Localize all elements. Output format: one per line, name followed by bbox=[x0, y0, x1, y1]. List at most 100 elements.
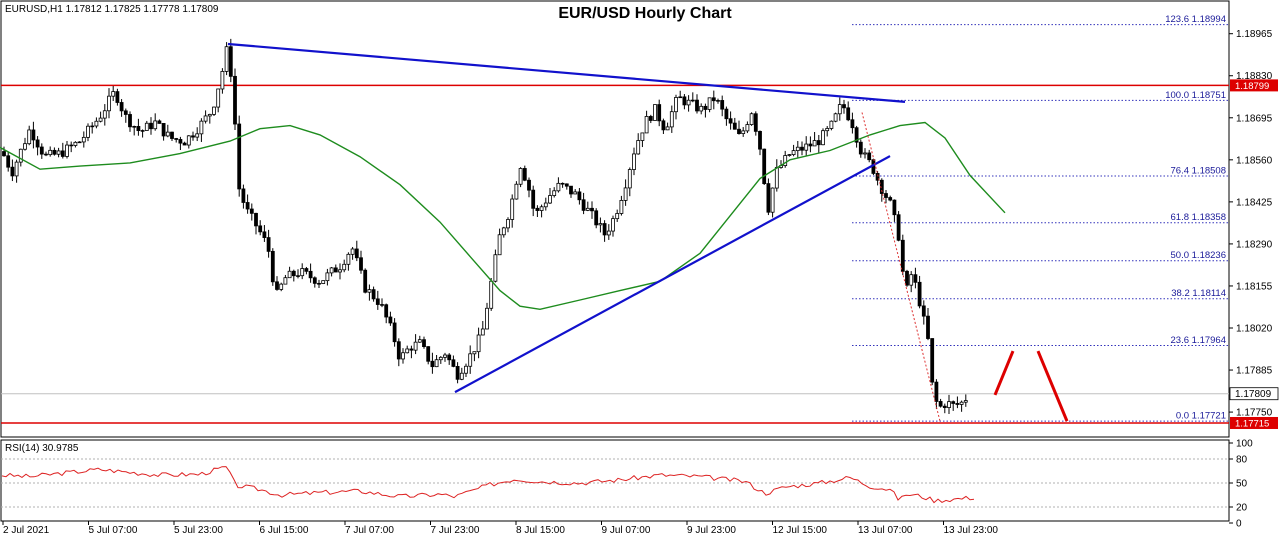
time-tick-label: 2 Jul 2021 bbox=[3, 525, 50, 536]
candle-body bbox=[94, 120, 99, 127]
candle-body bbox=[77, 141, 82, 144]
candle-body bbox=[858, 141, 863, 155]
candle-body bbox=[527, 179, 531, 191]
candle-body bbox=[81, 136, 86, 143]
candle-body bbox=[31, 129, 36, 141]
candle-body bbox=[228, 46, 233, 77]
candle-body bbox=[443, 354, 447, 358]
price-tick-label: 1.18425 bbox=[1236, 197, 1273, 208]
time-tick-label: 9 Jul 07:00 bbox=[602, 525, 651, 536]
forecast-arrow-down bbox=[1036, 350, 1069, 422]
candle-body bbox=[518, 168, 523, 185]
candle-body bbox=[926, 315, 930, 339]
candle-body bbox=[245, 202, 250, 210]
candle-body bbox=[333, 267, 338, 273]
candle-body bbox=[506, 219, 510, 229]
candle-body bbox=[682, 96, 687, 106]
candle-body bbox=[888, 197, 893, 201]
rsi-tick-label: 0 bbox=[1236, 519, 1242, 530]
candle-body bbox=[123, 110, 128, 115]
candle-body bbox=[829, 120, 834, 129]
candle-body bbox=[766, 183, 771, 213]
candle-body bbox=[892, 199, 897, 216]
candle-body bbox=[812, 140, 817, 147]
candle-body bbox=[468, 353, 473, 367]
candle-body bbox=[963, 400, 968, 403]
candle-body bbox=[644, 116, 649, 134]
candle-body bbox=[804, 143, 809, 151]
time-tick-label: 8 Jul 15:00 bbox=[516, 525, 565, 536]
rsi-line bbox=[1, 466, 975, 504]
candle-body bbox=[539, 206, 544, 211]
candle-body bbox=[501, 227, 506, 236]
candle-body bbox=[52, 149, 57, 155]
candle-body bbox=[737, 128, 741, 134]
candle-body bbox=[401, 352, 405, 360]
time-tick-label: 5 Jul 07:00 bbox=[89, 525, 138, 536]
candle-body bbox=[921, 305, 926, 317]
candle-body bbox=[363, 269, 368, 293]
fib-level-label: 23.6 1.17964 bbox=[1171, 335, 1226, 346]
candle-body bbox=[632, 153, 636, 170]
candle-body bbox=[195, 133, 200, 138]
candle-body bbox=[342, 263, 347, 271]
candle-body bbox=[606, 230, 611, 236]
candle-body bbox=[6, 155, 11, 168]
candle-body bbox=[283, 277, 288, 285]
candle-body bbox=[48, 149, 53, 156]
candle-body bbox=[758, 130, 762, 150]
candle-body bbox=[493, 254, 498, 282]
candle-body bbox=[640, 132, 645, 141]
symbol-ohlc-label: EURUSD,H1 1.17812 1.17825 1.17778 1.1780… bbox=[5, 4, 219, 15]
candle-body bbox=[938, 401, 943, 407]
price-tick-label: 1.18965 bbox=[1236, 29, 1273, 40]
time-tick-label: 9 Jul 23:00 bbox=[687, 525, 736, 536]
candle-body bbox=[959, 401, 964, 405]
price-tag bbox=[1230, 79, 1278, 92]
forecast-zigzag-arrow bbox=[993, 350, 1069, 422]
candle-body bbox=[917, 281, 922, 307]
price-tick-label: 1.18695 bbox=[1236, 113, 1273, 124]
candle-body bbox=[128, 114, 132, 128]
candle-body bbox=[304, 268, 309, 272]
candle-body bbox=[867, 152, 872, 161]
moving-average-line bbox=[0, 121, 1006, 311]
projection-dotted-line bbox=[861, 112, 941, 422]
candle-body bbox=[560, 182, 565, 185]
candle-body bbox=[191, 135, 195, 138]
candle-body bbox=[325, 272, 330, 282]
fib-level-label: 0.0 1.17721 bbox=[1176, 411, 1226, 422]
candle-body bbox=[69, 144, 74, 147]
candle-body bbox=[174, 138, 179, 140]
candle-body bbox=[863, 152, 867, 155]
candle-body bbox=[371, 289, 376, 300]
candle-body bbox=[317, 282, 321, 285]
candle-body bbox=[674, 97, 678, 113]
candle-body bbox=[107, 95, 111, 112]
trendline-upper-resistance bbox=[227, 42, 906, 103]
candle-body bbox=[707, 97, 712, 110]
rsi-panel-frame bbox=[0, 439, 1230, 522]
candle-body bbox=[186, 135, 191, 146]
candle-body bbox=[447, 354, 452, 361]
time-tick-label: 6 Jul 15:00 bbox=[260, 525, 309, 536]
candle-body bbox=[346, 253, 351, 265]
candle-body bbox=[900, 239, 905, 272]
candle-body bbox=[392, 322, 397, 343]
candle-body bbox=[149, 122, 153, 130]
candle-body bbox=[237, 123, 242, 190]
candle-body bbox=[930, 338, 935, 383]
candle-body bbox=[535, 207, 540, 211]
chart-title: EUR/USD Hourly Chart bbox=[558, 5, 732, 22]
candle-body bbox=[321, 280, 326, 284]
candle-body bbox=[275, 281, 279, 290]
candle-body bbox=[955, 403, 960, 405]
rsi-tick-label: 20 bbox=[1236, 503, 1248, 514]
rsi-tick-label: 80 bbox=[1236, 455, 1248, 466]
time-tick-label: 7 Jul 07:00 bbox=[345, 525, 394, 536]
fib-level-label: 61.8 1.18358 bbox=[1171, 212, 1226, 223]
candle-body bbox=[833, 113, 838, 122]
candle-body bbox=[90, 125, 95, 128]
price-tag-label: 1.17715 bbox=[1235, 418, 1269, 429]
